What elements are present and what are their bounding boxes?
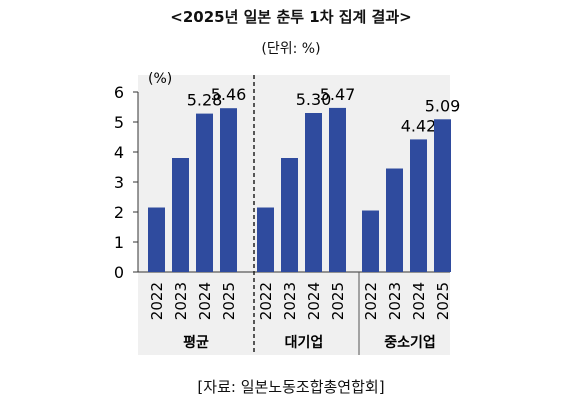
bar	[434, 119, 451, 272]
category-label: 2025	[220, 282, 238, 320]
y-tick-label: 5	[114, 113, 124, 132]
bar	[329, 107, 346, 273]
category-label: 2024	[305, 282, 323, 320]
category-label: 2025	[329, 282, 347, 320]
category-label: 2024	[196, 282, 214, 320]
bar	[172, 158, 189, 272]
data-label: 5.09	[425, 96, 461, 115]
source-note: [자료: 일본노동조합총연합회]	[197, 378, 385, 396]
y-tick-label: 2	[114, 203, 124, 222]
chart-title: <2025년 일본 춘투 1차 집계 결과>	[170, 8, 412, 26]
bar	[148, 207, 165, 272]
bar	[281, 158, 298, 272]
bar	[305, 113, 322, 272]
category-label: 2025	[434, 282, 452, 320]
category-label: 2024	[410, 282, 428, 320]
y-axis-unit-label: (%)	[148, 71, 172, 87]
category-label: 2023	[281, 282, 299, 320]
group-label: 대기업	[285, 335, 324, 351]
bar	[386, 168, 403, 272]
y-tick-label: 3	[114, 173, 124, 192]
data-label: 5.28	[187, 91, 223, 110]
y-tick-label: 4	[114, 143, 124, 162]
data-label: 5.47	[320, 85, 356, 104]
bar	[362, 210, 379, 272]
group-label: 평균	[183, 334, 209, 351]
group-label: 중소기업	[384, 335, 436, 351]
y-tick-label: 0	[114, 263, 124, 282]
bar	[410, 139, 427, 272]
data-label: 5.30	[296, 90, 332, 109]
category-label: 2023	[386, 282, 404, 320]
category-label: 2022	[362, 282, 380, 320]
category-label: 2022	[257, 282, 275, 320]
bar	[196, 113, 213, 272]
y-tick-label: 6	[114, 83, 124, 102]
category-label: 2023	[172, 282, 190, 320]
y-tick-label: 1	[114, 233, 124, 252]
bar	[220, 108, 237, 272]
bar	[257, 207, 274, 272]
unit-label: (단위: %)	[261, 41, 321, 57]
category-label: 2022	[148, 282, 166, 320]
data-label: 4.42	[401, 116, 437, 135]
data-label: 5.46	[211, 85, 247, 104]
